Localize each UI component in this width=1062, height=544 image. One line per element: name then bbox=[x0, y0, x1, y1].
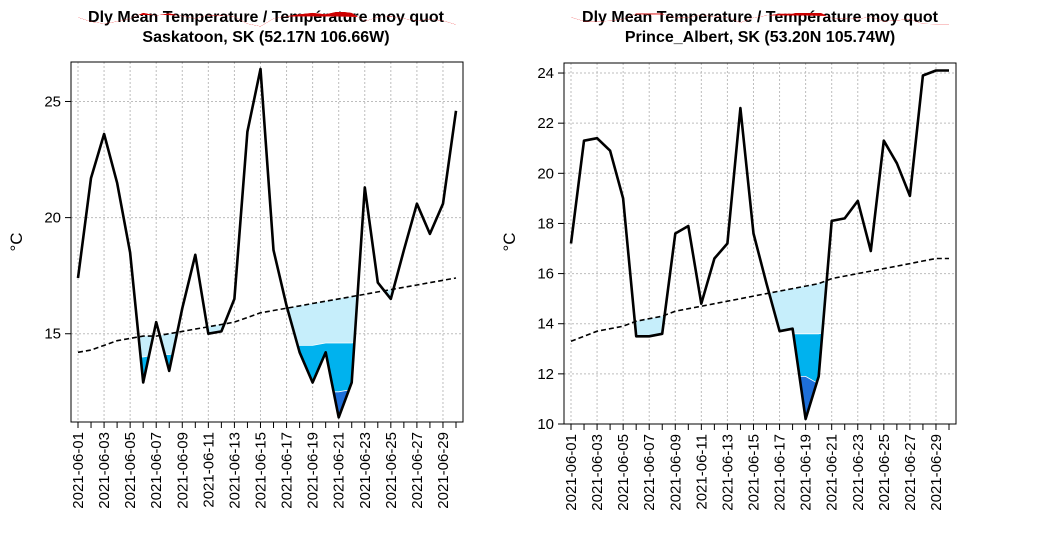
x-tick-label: 2021-06-13 bbox=[226, 432, 243, 509]
plot-frame bbox=[563, 62, 957, 425]
band-boundary bbox=[78, 335, 456, 362]
y-tick-label: 20 bbox=[537, 165, 554, 182]
daily-mean-line bbox=[569, 69, 949, 421]
y-axis: 15 20 25 bbox=[44, 93, 71, 343]
x-axis: 2021-06-01 2021-06-03 2021-06-05 2021-06-07… bbox=[70, 422, 457, 509]
x-tick-label: 2021-06-17 bbox=[279, 432, 296, 509]
x-tick-label: 2021-06-01 bbox=[70, 432, 87, 509]
anomaly-fills bbox=[78, 12, 456, 418]
x-tick-label: 2021-06-09 bbox=[667, 434, 684, 511]
grid bbox=[71, 62, 463, 422]
y-tick-label: 16 bbox=[537, 266, 554, 283]
y-tick-label: 20 bbox=[44, 210, 61, 227]
x-tick-label: 2021-06-15 bbox=[745, 434, 762, 511]
x-tick-label: 2021-06-23 bbox=[850, 434, 867, 511]
x-tick-label: 2021-06-01 bbox=[563, 434, 580, 511]
x-axis: 2021-06-01 2021-06-03 2021-06-05 2021-06-07… bbox=[563, 424, 950, 511]
x-tick-label: 2021-06-11 bbox=[200, 432, 217, 508]
y-tick-label: 15 bbox=[44, 326, 61, 343]
chart-panel-saskatoon: Dly Mean Temperature / Température moy q… bbox=[7, 9, 464, 509]
chart-subtitle: Prince_Albert, SK (53.20N 105.74W) bbox=[625, 29, 895, 46]
x-tick-label: 2021-06-09 bbox=[174, 432, 191, 509]
band-boundary bbox=[571, 161, 949, 211]
y-tick-label: 18 bbox=[537, 215, 554, 232]
x-tick-label: 2021-06-23 bbox=[357, 432, 374, 509]
y-axis-label: °C bbox=[500, 232, 519, 251]
chart-panel-prince-albert: Dly Mean Temperature / Température moy q… bbox=[500, 9, 957, 511]
cold-band-1 bbox=[78, 278, 456, 418]
x-tick-label: 2021-06-05 bbox=[615, 434, 632, 511]
band-boundary bbox=[571, 93, 949, 136]
x-tick-label: 2021-06-05 bbox=[122, 432, 139, 509]
x-tick-label: 2021-06-29 bbox=[435, 432, 452, 509]
chart-title: Dly Mean Temperature / Température moy q… bbox=[582, 9, 939, 26]
x-tick-label: 2021-06-17 bbox=[772, 434, 789, 511]
band-boundary bbox=[78, 225, 456, 288]
daily-mean-line bbox=[76, 67, 458, 419]
x-tick-label: 2021-06-29 bbox=[928, 434, 945, 511]
x-tick-label: 2021-06-07 bbox=[641, 434, 658, 511]
normal-line bbox=[570, 257, 949, 343]
y-tick-label: 14 bbox=[537, 316, 554, 333]
x-tick-label: 2021-06-13 bbox=[719, 434, 736, 511]
x-tick-label: 2021-06-25 bbox=[383, 432, 400, 509]
band-boundary bbox=[78, 384, 456, 407]
y-axis-label: °C bbox=[7, 232, 26, 251]
y-tick-label: 22 bbox=[537, 115, 554, 132]
band-boundary bbox=[571, 368, 949, 390]
y-tick-label: 25 bbox=[44, 93, 61, 110]
x-tick-label: 2021-06-03 bbox=[96, 432, 113, 509]
x-tick-label: 2021-06-21 bbox=[331, 432, 348, 509]
warm-band-1 bbox=[571, 13, 949, 25]
x-tick-label: 2021-06-27 bbox=[409, 432, 426, 509]
chart-subtitle: Saskatoon, SK (52.17N 106.66W) bbox=[142, 29, 389, 46]
x-tick-label: 2021-06-27 bbox=[902, 434, 919, 511]
x-tick-label: 2021-06-07 bbox=[148, 432, 165, 509]
x-tick-label: 2021-06-11 bbox=[693, 434, 710, 510]
x-tick-label: 2021-06-21 bbox=[824, 434, 841, 511]
y-tick-label: 12 bbox=[537, 366, 554, 383]
plot-frame bbox=[70, 61, 464, 423]
band-boundary bbox=[78, 176, 456, 229]
x-tick-label: 2021-06-19 bbox=[305, 432, 322, 509]
band-boundary bbox=[571, 323, 949, 355]
x-tick-label: 2021-06-19 bbox=[798, 434, 815, 511]
y-tick-label: 24 bbox=[537, 65, 554, 82]
y-tick-label: 10 bbox=[537, 416, 554, 433]
x-tick-label: 2021-06-03 bbox=[589, 434, 606, 511]
y-axis: 10 12 14 16 18 20 22 24 bbox=[537, 65, 564, 433]
x-tick-label: 2021-06-15 bbox=[252, 432, 269, 509]
chart-title: Dly Mean Temperature / Température moy q… bbox=[88, 9, 445, 26]
grid bbox=[564, 63, 956, 425]
x-tick-label: 2021-06-25 bbox=[876, 434, 893, 511]
